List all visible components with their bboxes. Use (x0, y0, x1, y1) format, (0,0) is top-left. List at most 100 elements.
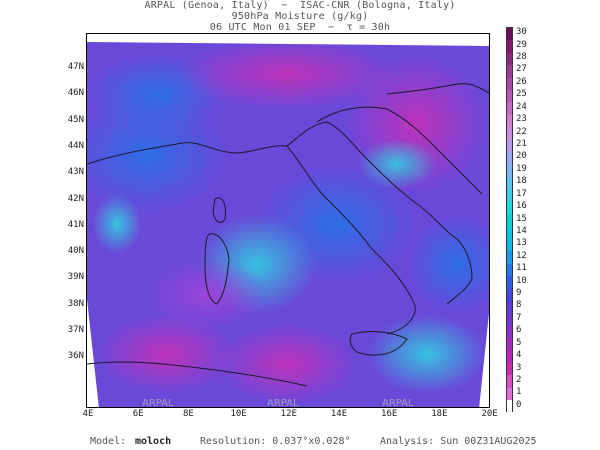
latitude-label: 36N (67, 351, 84, 362)
moisture-field-magenta-south (97, 314, 237, 394)
latitude-label: 40N (67, 246, 84, 257)
colorbar-tick-label: 25 (516, 89, 527, 100)
colorbar-swatch (507, 77, 512, 91)
header-line-1: ARPAL (Genoa, Italy) − ISAC-CNR (Bologna… (144, 0, 456, 11)
moisture-field-cyan-adriatic (357, 139, 437, 189)
colorbar-tick-label: 29 (516, 39, 527, 50)
latitude-label: 47N (67, 62, 84, 72)
colorbar-tick-label: 14 (516, 225, 527, 236)
colorbar-tick-label: 26 (516, 76, 527, 87)
watermark-1: ARPAL (142, 398, 174, 408)
alps-border (386, 83, 489, 95)
colorbar-tick-label: 17 (516, 188, 527, 199)
longitude-label: 10E (230, 409, 247, 419)
colorbar-swatch (507, 127, 512, 140)
colorbar-swatch (507, 325, 512, 339)
moisture-field-cyan-west (92, 194, 142, 254)
longitude-label: 4E (82, 409, 94, 419)
colorbar-tick-label: 28 (516, 52, 527, 63)
moisture-field-magenta-alps (177, 39, 397, 109)
colorbar-swatch (507, 176, 512, 190)
resolution-text: Resolution: 0.037°x0.028° (200, 436, 351, 447)
colorbar-tick-label: 4 (516, 350, 522, 361)
longitude-label: 8E (182, 409, 194, 419)
colorbar-swatch (507, 40, 512, 53)
colorbar-tick-label: 9 (516, 288, 522, 299)
latitude-label: 41N (67, 219, 84, 230)
colorbar-swatch (507, 263, 512, 277)
longitude-label: 18E (431, 409, 448, 419)
corsica-coast (212, 197, 226, 223)
colorbar-tick-label: 22 (516, 126, 527, 137)
moisture-field-magenta-africa (217, 324, 357, 404)
colorbar-swatch (507, 251, 512, 264)
colorbar-swatch (507, 164, 512, 177)
adriatic-coast (316, 106, 483, 195)
colorbar-swatch (507, 400, 512, 413)
africa-coast (87, 361, 308, 387)
colorbar-swatch (507, 238, 512, 252)
colorbar-tick-label: 0 (516, 399, 522, 410)
colorbar-tick-label: 13 (516, 238, 527, 249)
colorbar-swatch (507, 288, 512, 301)
colorbar-swatch (507, 28, 512, 41)
coastlines (87, 83, 489, 387)
colorbar-swatch (507, 139, 512, 153)
domain-edge-top (87, 34, 489, 46)
latitude-label: 38N (67, 298, 84, 309)
colorbar-swatch (507, 65, 512, 78)
colorbar-swatch (507, 52, 512, 66)
latitude-label: 42N (67, 193, 84, 204)
colorbar-tick-label: 7 (516, 312, 522, 323)
colorbar-tick-label: 24 (516, 101, 527, 112)
colorbar-tick-label: 27 (516, 64, 527, 75)
colorbar-tick-label: 6 (516, 325, 522, 336)
chart-header: ARPAL (Genoa, Italy) − ISAC-CNR (Bologna… (0, 0, 600, 33)
latitude-label: 45N (67, 114, 84, 125)
colorbar-tick-label: 12 (516, 250, 527, 261)
longitude-label: 14E (330, 409, 348, 419)
watermark-2: ARPAL (267, 398, 299, 408)
colorbar-swatch (507, 214, 512, 227)
longitude-label: 6E (132, 409, 144, 419)
colorbar-tick-label: 16 (516, 201, 527, 212)
longitude-label: 20E (481, 409, 498, 419)
colorbar-tick-label: 8 (516, 300, 522, 311)
latitude-label: 44N (67, 140, 84, 151)
colorbar-tick-label: 30 (516, 27, 527, 38)
colorbar-tick-label: 1 (516, 387, 522, 398)
colorbar-swatch (507, 300, 512, 314)
colorbar-tick-label: 18 (516, 176, 527, 187)
colorbar-swatch (507, 350, 512, 363)
italy-west-coast (87, 142, 416, 335)
model-label: Model: (90, 436, 127, 447)
colorbar-tick-label: 23 (516, 114, 527, 125)
colorbar-swatch (507, 189, 512, 202)
colorbar-tick-label: 20 (516, 151, 527, 162)
colorbar-swatch (507, 102, 512, 115)
colorbar-swatch (507, 114, 512, 128)
colorbar-swatch (507, 276, 512, 289)
header-line-3: 06 UTC Mon 01 SEP − τ = 30h (209, 22, 391, 33)
latitude-label: 46N (67, 88, 84, 99)
colorbar-swatch (507, 338, 512, 351)
domain-edge-right (479, 313, 489, 407)
colorbar-swatch (507, 387, 512, 401)
colorbar-tick-label: 15 (516, 213, 527, 224)
colorbar-swatch (507, 313, 512, 326)
map-svg: ARPAL ARPAL ARPAL (87, 34, 489, 408)
colorbar-swatch (507, 201, 512, 215)
colorbar-tick-label: 10 (516, 275, 527, 286)
longitude-label: 12E (280, 409, 297, 419)
sardinia-coast (204, 233, 230, 305)
colorbar-swatch (507, 362, 512, 376)
latitude-label: 37N (67, 325, 84, 335)
colorbar-swatch (507, 226, 512, 239)
colorbar-tick-label: 5 (516, 337, 522, 348)
colorbar-tick-label: 21 (516, 138, 527, 149)
analysis-text: Analysis: Sun 00Z31AUG2025 (380, 436, 537, 447)
latitude-label: 43N (67, 167, 84, 178)
colorbar-tick-label: 11 (516, 263, 527, 274)
header-line-2: 950hPa Moisture (g/kg) (231, 11, 369, 22)
model-value: moloch (135, 436, 172, 447)
